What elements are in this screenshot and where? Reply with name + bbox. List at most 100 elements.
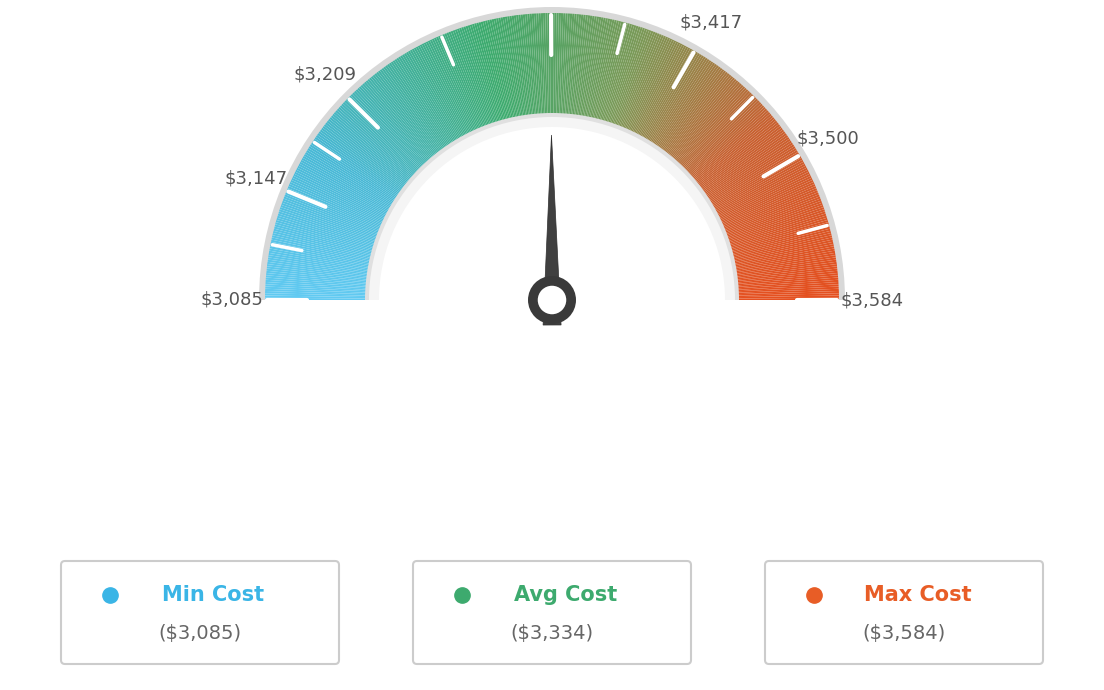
Wedge shape: [733, 244, 837, 266]
Wedge shape: [566, 11, 577, 116]
Wedge shape: [684, 98, 762, 172]
Wedge shape: [708, 145, 798, 202]
Wedge shape: [280, 195, 380, 235]
Wedge shape: [287, 181, 383, 225]
Wedge shape: [335, 106, 414, 177]
Wedge shape: [509, 13, 526, 117]
Wedge shape: [626, 34, 669, 131]
Wedge shape: [265, 257, 369, 274]
Wedge shape: [330, 112, 412, 181]
Wedge shape: [710, 148, 800, 204]
Wedge shape: [701, 128, 787, 191]
Wedge shape: [662, 67, 726, 152]
Wedge shape: [395, 55, 453, 145]
Wedge shape: [629, 37, 676, 132]
Wedge shape: [338, 103, 416, 175]
Wedge shape: [714, 160, 807, 212]
Wedge shape: [718, 172, 814, 220]
Wedge shape: [643, 47, 696, 139]
Wedge shape: [690, 106, 769, 177]
Wedge shape: [389, 59, 449, 147]
Wedge shape: [564, 10, 573, 115]
Wedge shape: [520, 12, 533, 116]
Wedge shape: [423, 39, 470, 135]
Wedge shape: [307, 143, 396, 201]
Wedge shape: [543, 10, 548, 115]
Wedge shape: [683, 97, 761, 171]
Wedge shape: [680, 90, 754, 167]
Wedge shape: [267, 241, 371, 264]
Wedge shape: [660, 66, 724, 151]
Wedge shape: [614, 26, 650, 126]
Wedge shape: [275, 213, 375, 246]
Wedge shape: [718, 170, 813, 219]
Wedge shape: [454, 26, 490, 126]
Wedge shape: [263, 286, 368, 293]
Wedge shape: [598, 19, 626, 121]
Wedge shape: [487, 17, 511, 120]
Wedge shape: [456, 26, 492, 126]
Wedge shape: [513, 12, 529, 117]
Wedge shape: [552, 10, 554, 115]
Wedge shape: [360, 81, 431, 161]
Wedge shape: [704, 135, 792, 196]
Wedge shape: [437, 33, 480, 130]
Wedge shape: [608, 23, 641, 124]
Wedge shape: [735, 255, 839, 273]
Wedge shape: [465, 23, 498, 124]
Wedge shape: [333, 108, 413, 179]
Wedge shape: [266, 253, 370, 271]
Text: $3,500: $3,500: [797, 130, 860, 148]
Wedge shape: [305, 146, 395, 204]
Wedge shape: [403, 50, 458, 141]
Wedge shape: [262, 293, 367, 297]
Wedge shape: [527, 11, 538, 116]
Wedge shape: [730, 219, 831, 250]
Wedge shape: [679, 88, 752, 166]
Wedge shape: [439, 32, 481, 130]
Wedge shape: [522, 11, 534, 116]
Wedge shape: [418, 41, 468, 136]
Wedge shape: [732, 230, 834, 257]
Wedge shape: [617, 29, 657, 128]
Wedge shape: [467, 22, 499, 124]
Wedge shape: [594, 17, 619, 120]
Wedge shape: [325, 119, 407, 186]
Wedge shape: [667, 72, 733, 156]
Wedge shape: [664, 68, 728, 153]
Wedge shape: [616, 28, 655, 127]
Wedge shape: [401, 52, 457, 142]
Wedge shape: [605, 22, 637, 124]
Wedge shape: [736, 279, 841, 288]
Wedge shape: [262, 288, 368, 294]
Wedge shape: [737, 297, 842, 300]
Wedge shape: [529, 11, 539, 115]
Wedge shape: [270, 230, 372, 257]
Wedge shape: [391, 58, 450, 146]
Wedge shape: [274, 215, 375, 247]
Wedge shape: [719, 175, 815, 221]
Wedge shape: [276, 208, 376, 243]
Wedge shape: [263, 282, 368, 290]
Wedge shape: [732, 233, 835, 258]
Wedge shape: [584, 14, 604, 118]
Wedge shape: [379, 127, 725, 300]
Wedge shape: [675, 83, 745, 162]
Text: ($3,334): ($3,334): [510, 624, 594, 643]
Wedge shape: [649, 52, 705, 143]
Wedge shape: [609, 24, 644, 124]
Wedge shape: [571, 12, 584, 116]
Wedge shape: [723, 189, 820, 230]
Wedge shape: [725, 199, 825, 237]
Wedge shape: [291, 170, 386, 219]
Wedge shape: [721, 181, 817, 225]
Wedge shape: [715, 164, 809, 215]
Wedge shape: [726, 201, 826, 239]
Wedge shape: [736, 275, 841, 286]
Wedge shape: [734, 253, 838, 271]
Wedge shape: [399, 52, 455, 143]
Wedge shape: [699, 124, 784, 189]
Wedge shape: [489, 17, 513, 119]
Wedge shape: [445, 30, 486, 128]
Wedge shape: [359, 83, 429, 162]
